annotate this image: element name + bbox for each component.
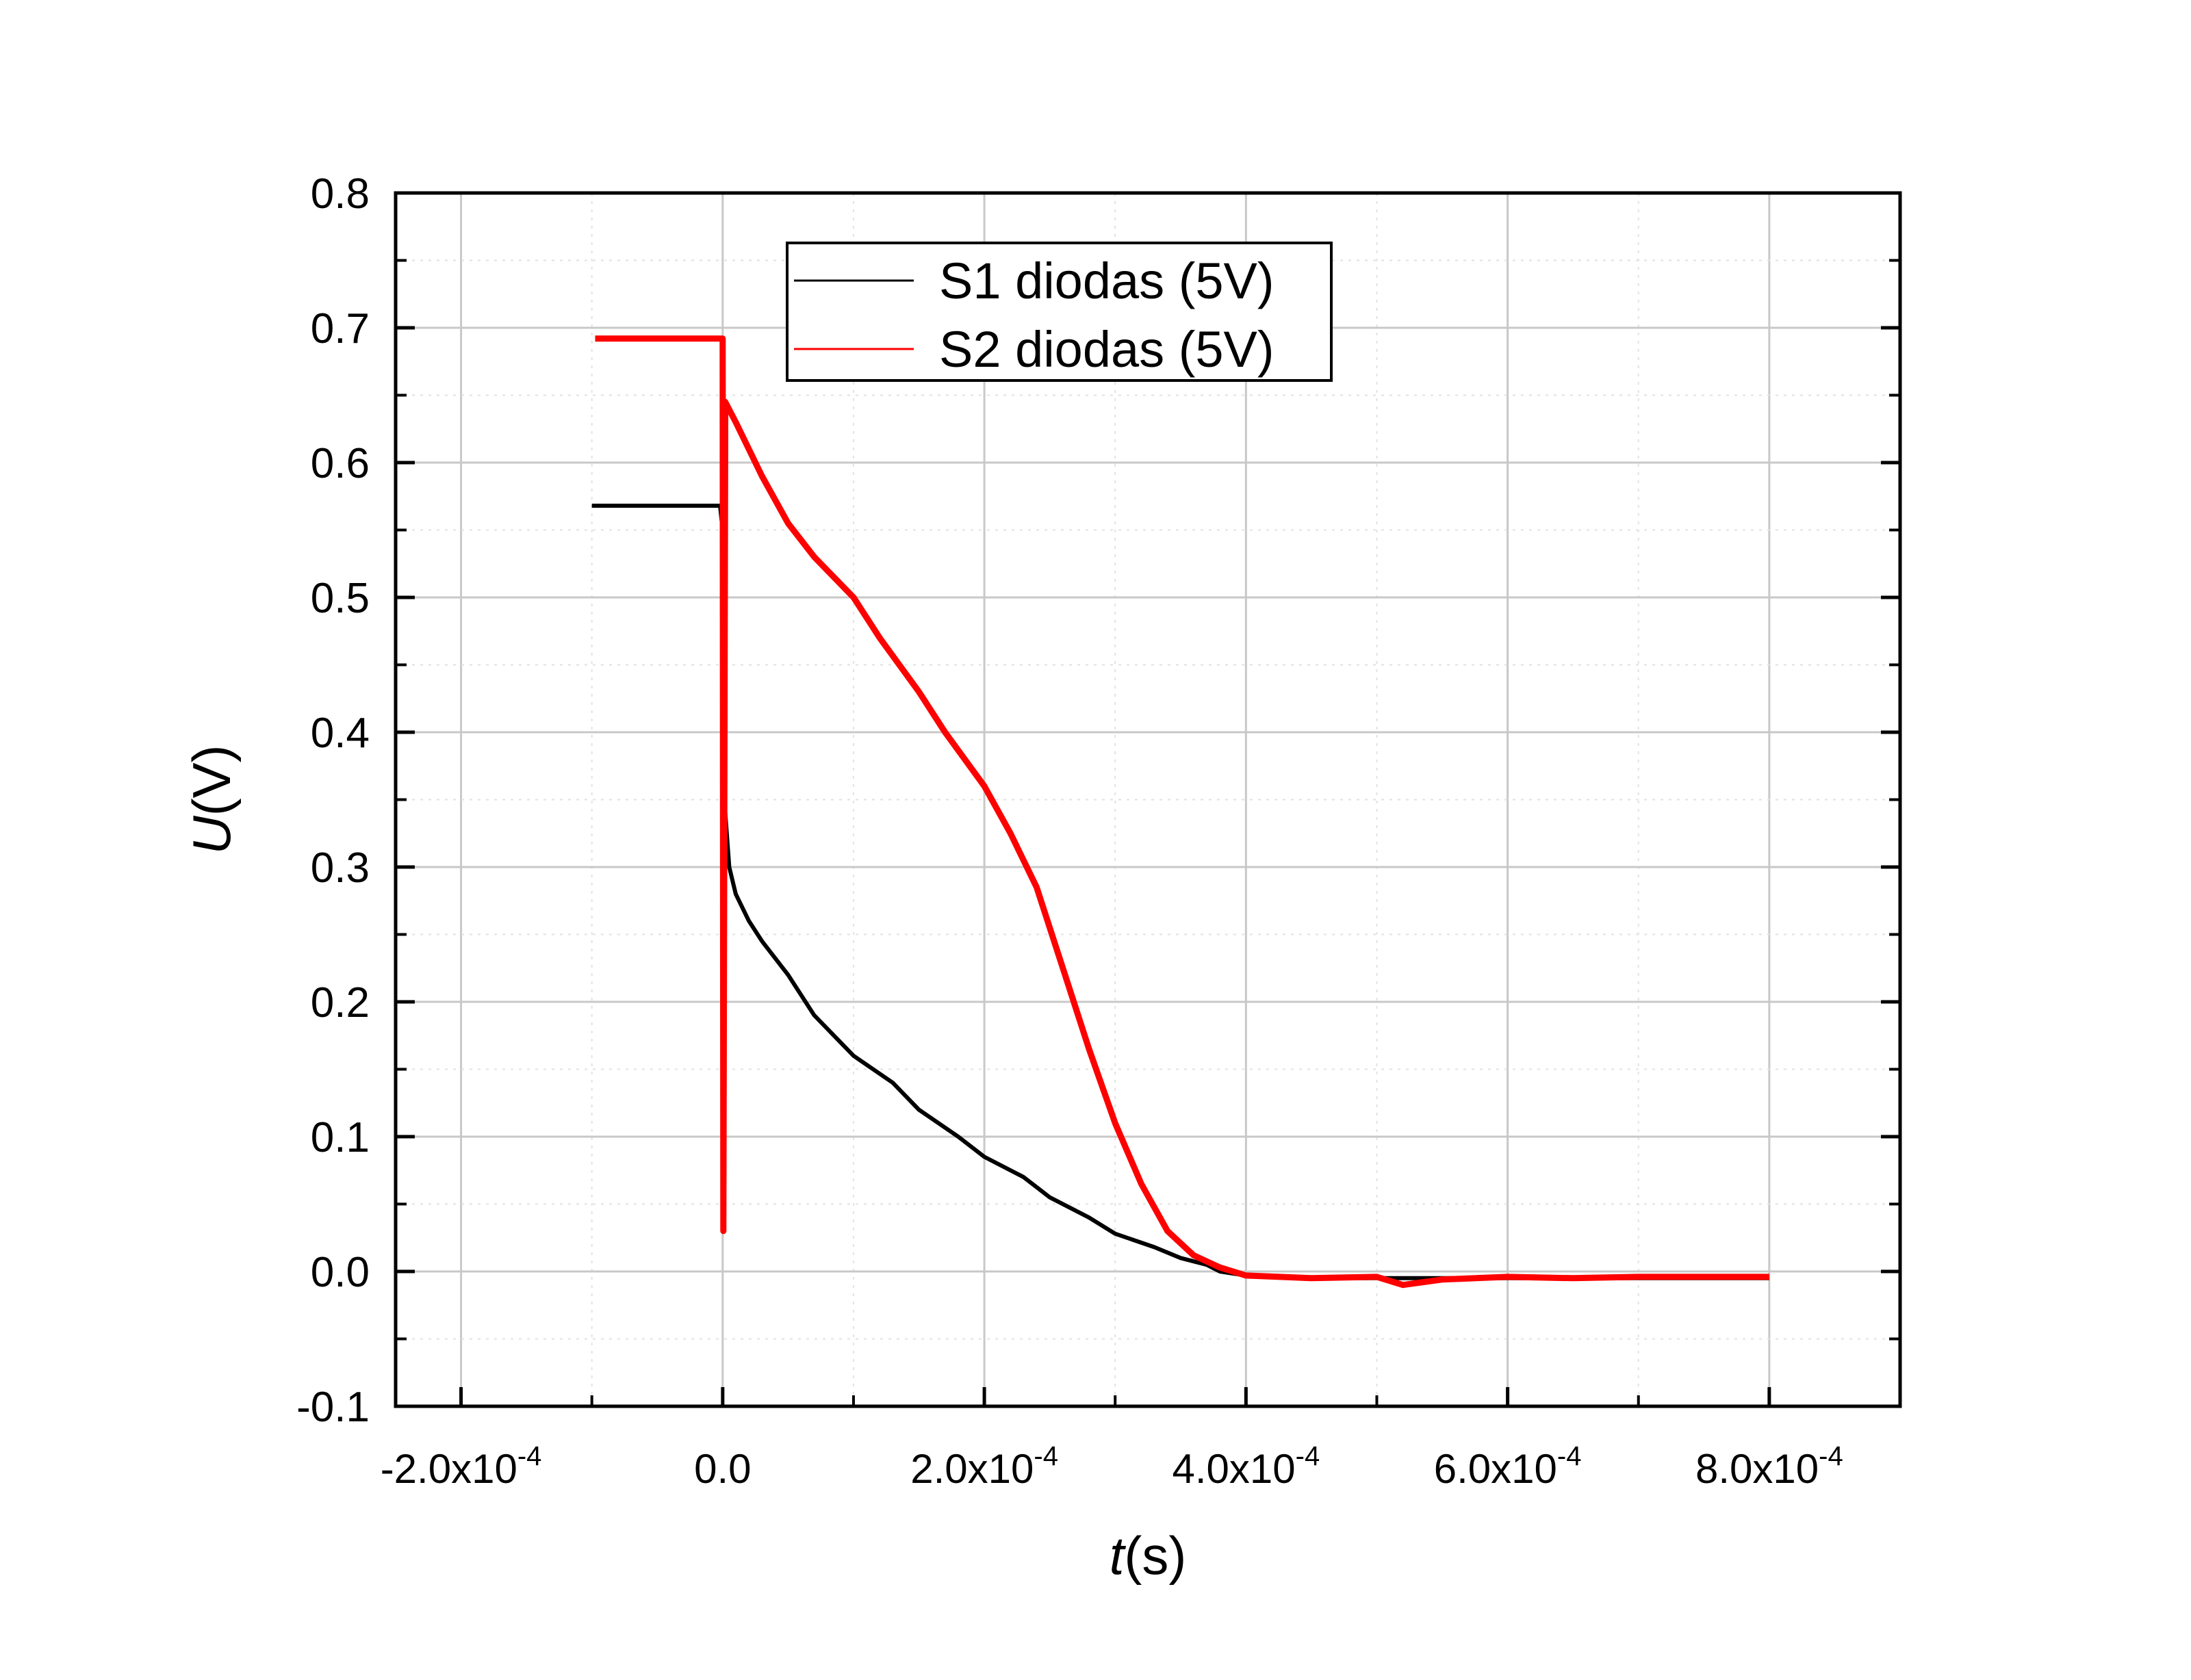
y-tick-label: 0.1: [311, 1114, 370, 1161]
x-tick-label: 0.0: [694, 1446, 751, 1492]
x-tick-label-mantissa: 8.0x10: [1695, 1446, 1819, 1492]
y-axis-label-variable: U: [181, 816, 242, 855]
x-tick-label-mantissa: 0.0: [694, 1446, 751, 1492]
x-axis-label-variable: t: [1110, 1525, 1127, 1586]
x-tick-label: 4.0x10-4: [1172, 1441, 1320, 1492]
x-tick-label: -2.0x10-4: [381, 1441, 542, 1492]
x-tick-label: 8.0x10-4: [1695, 1441, 1843, 1492]
y-tick-label: 0.2: [311, 979, 370, 1026]
x-tick-label: 2.0x10-4: [910, 1441, 1058, 1492]
x-tick-label-mantissa: 2.0x10: [910, 1446, 1034, 1492]
legend: S1 diodas (5V) S2 diodas (5V): [786, 242, 1333, 382]
y-tick-label: 0.6: [311, 440, 370, 487]
legend-label-s1: S1 diodas (5V): [939, 253, 1274, 309]
legend-box: [786, 242, 1333, 382]
x-tick-label-mantissa: -2.0x10: [381, 1446, 517, 1492]
x-tick-label-mantissa: 4.0x10: [1172, 1446, 1295, 1492]
y-tick-label: 0.0: [311, 1249, 370, 1296]
x-tick-label-exponent: -4: [1296, 1441, 1320, 1471]
x-axis-label: t(s): [1110, 1525, 1187, 1586]
legend-label-s2: S2 diodas (5V): [939, 321, 1274, 378]
x-axis-label-unit: (s): [1124, 1525, 1186, 1586]
y-tick-label: 0.8: [311, 170, 370, 218]
y-tick-label: 0.7: [311, 305, 370, 352]
y-axis-label: U(V): [181, 745, 242, 854]
series-line-s2: [595, 335, 1769, 1289]
axis-ticks: -2.0x10-4 0.0 2.0x10-4 4.0x10-4 6.0x10-4 8.0x…: [296, 170, 1900, 1492]
x-tick-label-exponent: -4: [1819, 1441, 1843, 1471]
y-tick-label: -0.1: [296, 1384, 370, 1431]
y-axis-label-unit: (V): [181, 745, 242, 816]
x-tick-label-exponent: -4: [1557, 1441, 1582, 1471]
series-layer: [591, 335, 1769, 1289]
x-tick-label-mantissa: 6.0x10: [1434, 1446, 1557, 1492]
y-tick-label: 0.4: [311, 710, 370, 757]
x-tick-label: 6.0x10-4: [1434, 1441, 1582, 1492]
y-tick-label: 0.5: [311, 575, 370, 622]
y-tick-label: 0.3: [311, 844, 370, 892]
x-tick-label-exponent: -4: [1034, 1441, 1058, 1471]
x-tick-label-exponent: -4: [517, 1441, 542, 1471]
